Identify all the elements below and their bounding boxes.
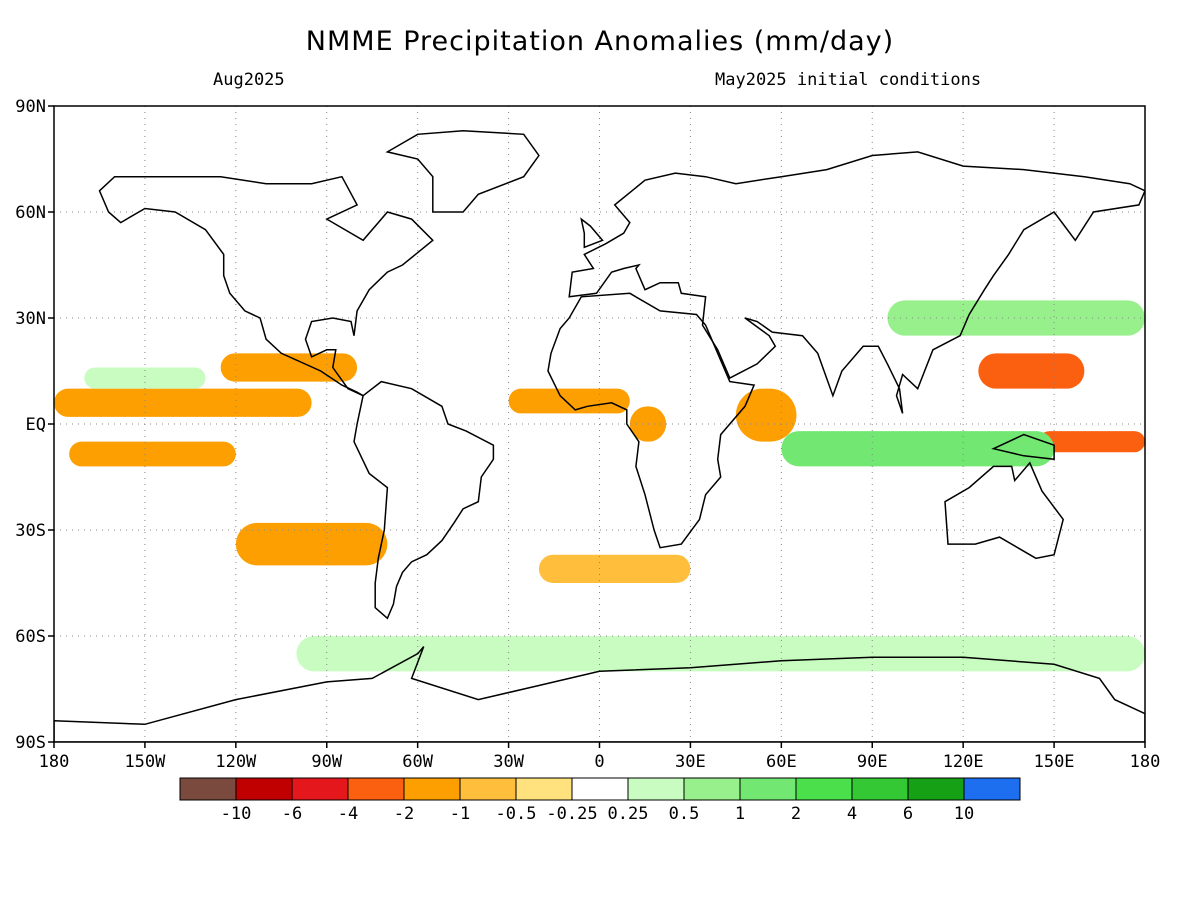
anomaly-feature [887,300,1145,336]
colorbar-swatch [235,777,293,801]
anomaly-feature [538,554,691,583]
colorbar-label: 0.25 [608,804,649,824]
initial-conditions: May2025 initial conditions [715,70,982,90]
colorbar-swatch [739,777,797,801]
plot-frame [53,105,1146,743]
lon-label: 150E [1034,752,1075,772]
colorbar-label: 0.5 [669,804,700,824]
colorbar-label: -0.5 [496,804,537,824]
lon-label: 90W [311,752,342,772]
colorbar-swatch [459,777,517,801]
colorbar-swatch [963,777,1021,801]
anomaly-feature [84,367,206,389]
colorbar-legend: -10 -6 -4 -2 -1 -0.5 -0.25 0.25 0.5 1 2 4 6 10 [179,777,1021,824]
colorbar-swatch [347,777,405,801]
chart-title: NMME Precipitation Anomalies (mm/day) [305,26,895,57]
grid-lines [54,106,1145,742]
coastlines [54,129,1145,742]
coastline [991,433,1055,461]
lat-label: 60S [15,627,46,647]
lat-label: 30N [15,309,46,329]
coastline [580,217,604,249]
colorbar-label: 6 [903,804,913,824]
coastline [353,380,495,620]
anomaly-feature [220,353,358,382]
colorbar-label: 2 [791,804,801,824]
colorbar-label: -0.25 [546,804,597,824]
anomaly-feature [508,388,630,414]
lon-label: 90E [857,752,888,772]
anomaly-feature [978,353,1085,389]
lat-label: 60N [15,203,46,223]
colorbar-label: 4 [847,804,857,824]
anomaly-feature [735,388,797,442]
coastline [568,151,1145,414]
colorbar-swatch [795,777,853,801]
colorbar-swatch [403,777,461,801]
coastline [547,292,756,549]
coastline [54,646,1145,742]
colorbar-swatch [627,777,685,801]
colorbar-swatch [291,777,349,801]
lon-label: 60E [766,752,797,772]
lon-label: 30E [675,752,706,772]
lon-label: 120E [943,752,984,772]
anomaly-feature [781,431,1055,467]
coastline [98,175,434,397]
colorbar-swatch [571,777,629,801]
coastline [944,461,1065,560]
anomaly-feature [1038,431,1145,453]
colorbar-label: 1 [735,804,745,824]
anomaly-feature [235,522,388,566]
colorbar-swatch [515,777,573,801]
colorbar-swatch [179,777,237,801]
forecast-month: Aug2025 [213,70,285,90]
lat-label: 90N [15,97,46,117]
colorbar-swatch [683,777,741,801]
colorbar-label: -1 [450,804,470,824]
lon-label: 60W [402,752,433,772]
anomaly-feature [629,406,667,442]
anomaly-field [54,300,1145,672]
colorbar-label: -4 [338,804,358,824]
anomaly-feature [69,441,236,467]
coastline [385,129,540,213]
lon-label: 30W [493,752,524,772]
colorbar-label: -2 [394,804,414,824]
lon-label: 0 [594,752,604,772]
lon-label: 150W [124,752,166,772]
lon-label: 180 [1130,752,1161,772]
colorbar-swatch [907,777,965,801]
lon-label: 120W [215,752,257,772]
lat-label: 90S [15,733,46,753]
colorbar-label: -10 [221,804,252,824]
colorbar-label: 10 [954,804,974,824]
anomaly-feature [54,388,312,417]
lon-label: 180 [39,752,70,772]
colorbar-swatch [851,777,909,801]
colorbar-label: -6 [282,804,302,824]
lat-label: 30S [15,521,46,541]
lat-label: EQ [26,415,46,435]
anomaly-feature [296,636,1145,672]
